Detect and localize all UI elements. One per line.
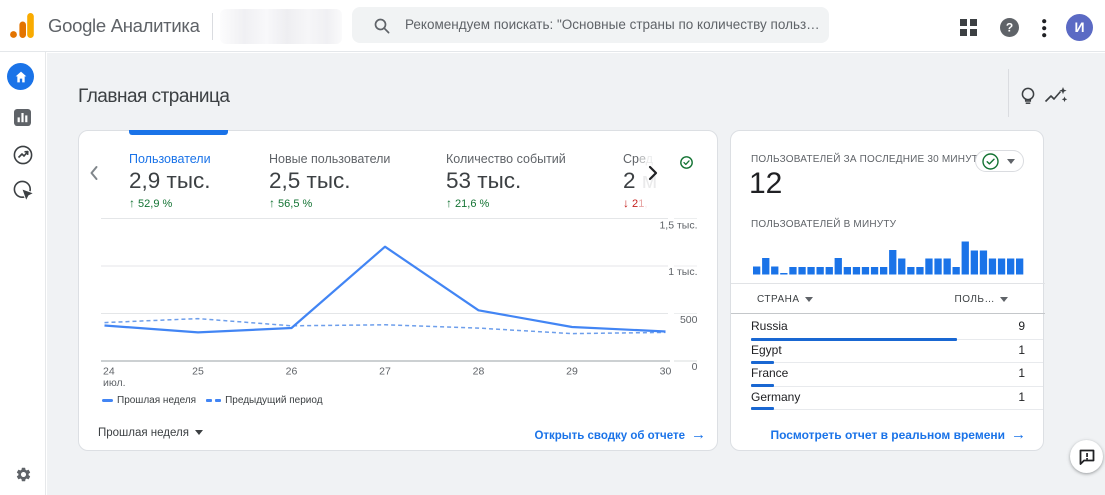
svg-text:30: 30 xyxy=(660,366,672,378)
svg-text:июл.: июл. xyxy=(103,377,126,389)
svg-text:24: 24 xyxy=(103,366,115,378)
svg-text:26: 26 xyxy=(286,366,298,378)
svg-text:27: 27 xyxy=(379,366,391,378)
svg-text:29: 29 xyxy=(566,366,578,378)
svg-text:28: 28 xyxy=(473,366,485,378)
svg-text:?: ? xyxy=(1006,21,1013,35)
svg-text:0: 0 xyxy=(692,361,698,373)
svg-text:1 тыс.: 1 тыс. xyxy=(668,266,697,278)
svg-text:1,5 тыс.: 1,5 тыс. xyxy=(659,220,697,232)
svg-text:500: 500 xyxy=(680,314,698,326)
svg-text:25: 25 xyxy=(192,366,204,378)
